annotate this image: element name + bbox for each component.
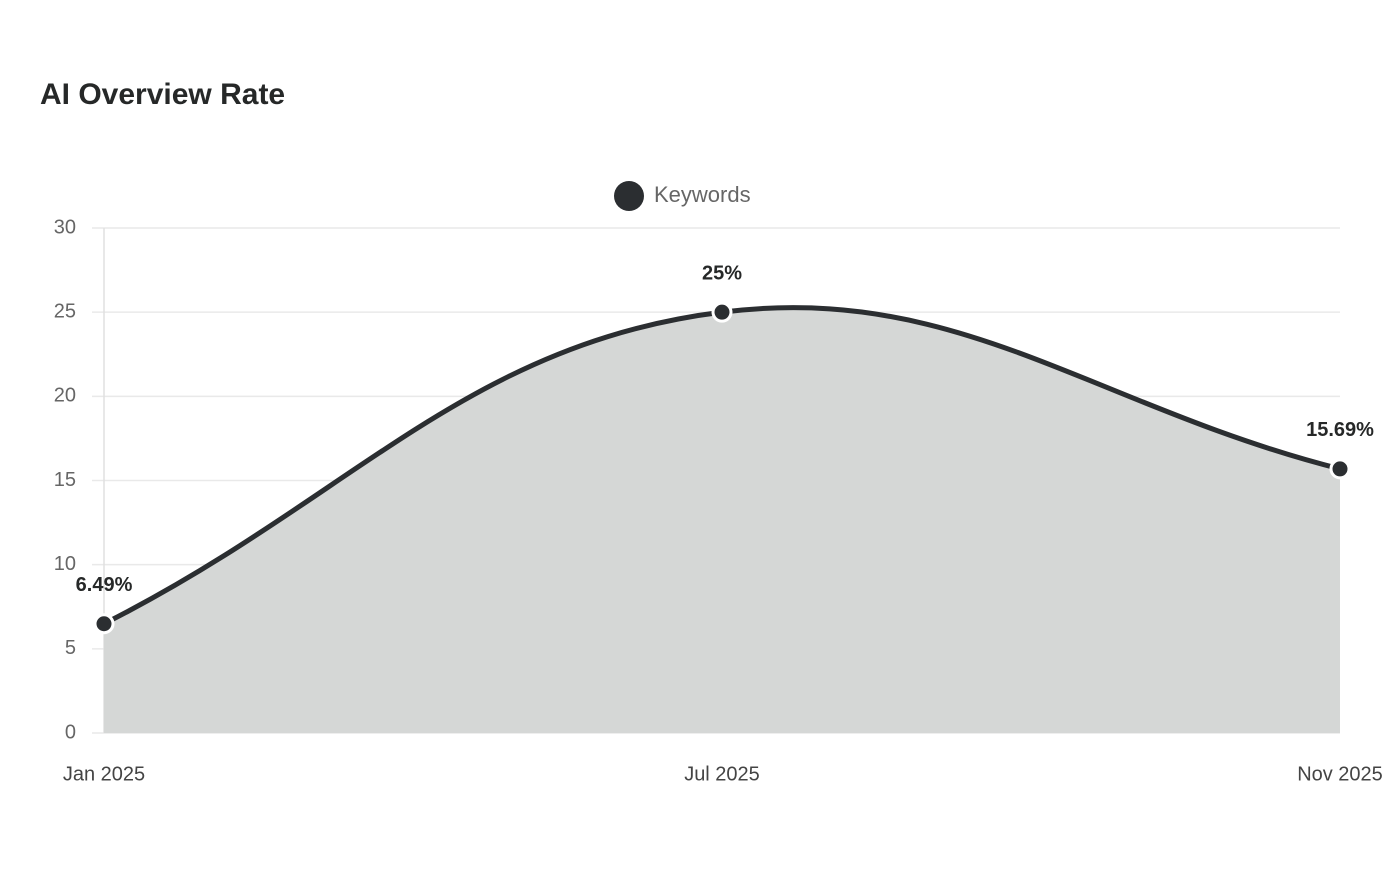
y-tick-label: 0 xyxy=(65,721,76,743)
y-tick-label: 15 xyxy=(54,469,76,491)
y-tick-label: 10 xyxy=(54,553,76,575)
y-tick-label: 20 xyxy=(54,385,76,407)
y-tick-label: 25 xyxy=(54,300,76,322)
x-tick-label: Nov 2025 xyxy=(1297,763,1383,785)
y-tick-label: 30 xyxy=(54,216,76,238)
chart-title: AI Overview Rate xyxy=(40,78,285,111)
legend-marker xyxy=(614,181,644,211)
point xyxy=(711,301,733,323)
y-tick-label: 5 xyxy=(65,637,76,659)
data-label: 15.69% xyxy=(1306,419,1374,441)
x-tick-label: Jan 2025 xyxy=(63,763,145,785)
x-tick-label: Jul 2025 xyxy=(684,763,760,785)
point xyxy=(1329,458,1351,480)
point xyxy=(93,613,115,635)
area xyxy=(104,307,1340,733)
legend-label: Keywords xyxy=(654,182,751,207)
data-label: 25% xyxy=(702,262,742,284)
data-label: 6.49% xyxy=(76,574,133,596)
